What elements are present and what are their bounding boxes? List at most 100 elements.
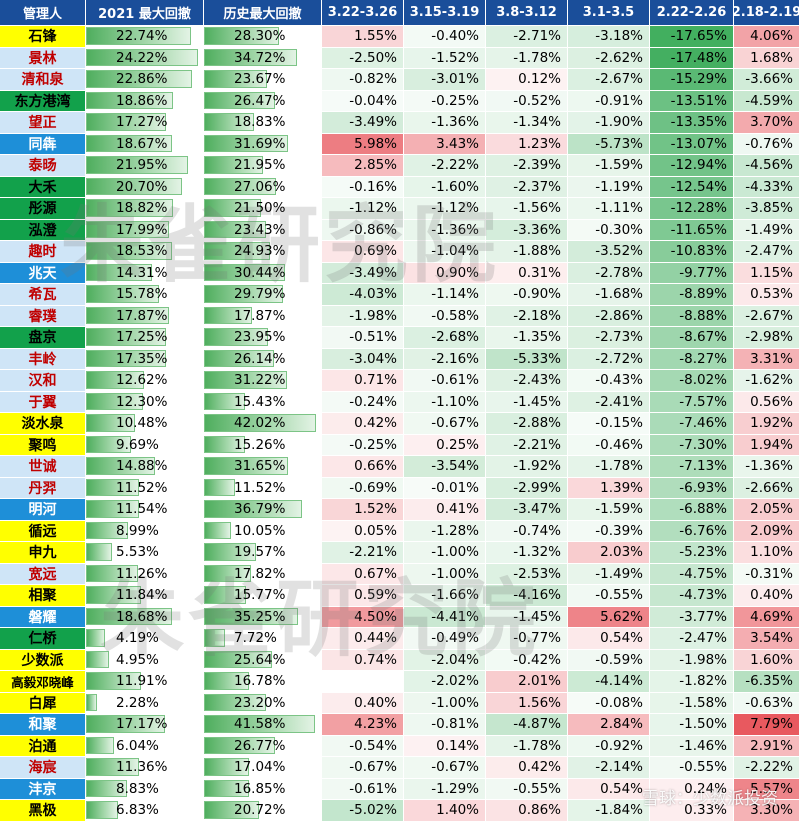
table-row: 世诚 14.88% 31.65% 0.66% -3.54% -1.92% -1.78% -7.… — [0, 456, 800, 478]
drawdown-2021-bar — [86, 500, 139, 518]
weekly-return-cell: -8.88% — [650, 305, 734, 327]
drawdown-2021-cell: 4.19% — [86, 628, 204, 650]
drawdown-2021-cell: 8.83% — [86, 778, 204, 800]
drawdown-2021-value: 5.53% — [116, 544, 159, 561]
weekly-return-cell: -9.77% — [650, 262, 734, 284]
weekly-return-cell: -1.46% — [650, 735, 734, 757]
drawdown-2021-cell: 6.04% — [86, 735, 204, 757]
weekly-return-cell: -2.41% — [568, 391, 650, 413]
weekly-return-cell: -0.92% — [568, 735, 650, 757]
weekly-return-cell: -17.65% — [650, 26, 734, 48]
drawdown-history-cell: 21.95% — [204, 155, 322, 177]
drawdown-history-bar — [204, 521, 231, 539]
weekly-return-cell: -1.88% — [486, 241, 568, 263]
drawdown-history-bar — [204, 113, 254, 131]
drawdown-history-cell: 36.79% — [204, 499, 322, 521]
table-row: 东方港湾 18.86% 26.47% -0.04% -0.25% -0.52% -0.91%… — [0, 90, 800, 112]
table-row: 大禾 20.70% 27.06% -0.16% -1.60% -2.37% -1.19% -1… — [0, 176, 800, 198]
table-row: 丹羿 11.52% 11.52% -0.69% -0.01% -2.99% 1.39% -6.… — [0, 477, 800, 499]
weekly-return-cell: -6.35% — [734, 671, 800, 693]
weekly-return-cell: -1.29% — [404, 778, 486, 800]
manager-name: 淡水泉 — [0, 413, 86, 435]
manager-name: 白犀 — [0, 692, 86, 714]
weekly-return-cell: -0.30% — [568, 219, 650, 241]
drawdown-2021-bar — [86, 715, 165, 733]
weekly-return-cell: -1.32% — [486, 542, 568, 564]
drawdown-2021-bar — [86, 758, 139, 776]
drawdown-history-value: 25.64% — [234, 651, 286, 668]
weekly-return-cell: -13.07% — [650, 133, 734, 155]
weekly-return-cell: 1.23% — [486, 133, 568, 155]
manager-name: 汉和 — [0, 370, 86, 392]
weekly-return-cell: -7.46% — [650, 413, 734, 435]
drawdown-2021-cell: 18.68% — [86, 606, 204, 628]
drawdown-2021-cell: 4.95% — [86, 649, 204, 671]
weekly-return-cell: -7.13% — [650, 456, 734, 478]
drawdown-2021-cell: 24.22% — [86, 47, 204, 69]
drawdown-history-value: 35.25% — [234, 608, 286, 625]
drawdown-history-bar — [204, 199, 261, 217]
weekly-return-cell: 3.54% — [734, 628, 800, 650]
drawdown-history-bar — [204, 435, 245, 453]
manager-name: 石锋 — [0, 26, 86, 48]
manager-name: 少数派 — [0, 649, 86, 671]
weekly-return-cell: -0.67% — [404, 757, 486, 779]
drawdown-history-cell: 20.72% — [204, 800, 322, 822]
weekly-return-cell: -0.55% — [650, 757, 734, 779]
header-row: 管理人 2021 最大回撤 历史最大回撤 3.22-3.26 3.15-3.19 3.8-… — [0, 0, 800, 26]
weekly-return-cell: -0.61% — [404, 370, 486, 392]
weekly-return-cell: -1.66% — [404, 585, 486, 607]
drawdown-history-bar — [204, 736, 275, 754]
table-row: 沣京 8.83% 16.85% -0.61% -1.29% -0.55% 0.54% 0.24… — [0, 778, 800, 800]
drawdown-history-bar — [204, 392, 245, 410]
table-row: 趣时 18.53% 24.93% 0.69% -1.04% -1.88% -3.52% -10… — [0, 241, 800, 263]
weekly-return-cell: 5.98% — [322, 133, 404, 155]
weekly-return-cell: 1.68% — [734, 47, 800, 69]
manager-name: 彤源 — [0, 198, 86, 220]
drawdown-2021-value: 8.83% — [116, 780, 159, 797]
manager-name: 泓澄 — [0, 219, 86, 241]
weekly-return-cell: -12.94% — [650, 155, 734, 177]
drawdown-2021-cell: 18.53% — [86, 241, 204, 263]
drawdown-2021-bar — [86, 736, 114, 754]
weekly-return-cell: -4.75% — [650, 563, 734, 585]
drawdown-2021-value: 6.04% — [116, 737, 159, 754]
weekly-return-cell: -1.45% — [486, 391, 568, 413]
weekly-return-cell: -2.22% — [734, 757, 800, 779]
drawdown-2021-value: 9.69% — [116, 436, 159, 453]
weekly-return-cell: -4.03% — [322, 284, 404, 306]
table-row: 泰旸 21.95% 21.95% 2.85% -2.22% -2.39% -1.59% -12… — [0, 155, 800, 177]
drawdown-history-cell: 26.14% — [204, 348, 322, 370]
weekly-return-cell: 0.42% — [322, 413, 404, 435]
weekly-return-cell: -15.29% — [650, 69, 734, 91]
table-row: 海宸 11.36% 17.04% -0.67% -0.67% 0.42% -2.14% -0.… — [0, 757, 800, 779]
weekly-return-cell: 1.92% — [734, 413, 800, 435]
drawdown-history-bar — [204, 306, 252, 324]
weekly-return-cell: -2.68% — [404, 327, 486, 349]
drawdown-history-cell: 26.77% — [204, 735, 322, 757]
table-row: 景林 24.22% 34.72% -2.50% -1.52% -1.78% -2.62% -1… — [0, 47, 800, 69]
weekly-return-cell: 0.41% — [404, 499, 486, 521]
drawdown-2021-value: 12.30% — [116, 393, 168, 410]
drawdown-2021-bar — [86, 478, 139, 496]
weekly-return-cell: -4.33% — [734, 176, 800, 198]
weekly-return-cell: 0.14% — [404, 735, 486, 757]
header-cell: 2.18-2.19 — [734, 0, 800, 26]
drawdown-history-cell: 29.79% — [204, 284, 322, 306]
weekly-return-cell: 2.84% — [568, 714, 650, 736]
weekly-return-cell: -1.52% — [404, 47, 486, 69]
drawdown-history-cell: 25.64% — [204, 649, 322, 671]
drawdown-history-cell: 27.06% — [204, 176, 322, 198]
weekly-return-cell: -0.24% — [322, 391, 404, 413]
drawdown-2021-value: 11.84% — [116, 587, 168, 604]
drawdown-history-value: 23.20% — [234, 694, 286, 711]
drawdown-2021-bar — [86, 306, 169, 324]
drawdown-2021-bar — [86, 328, 166, 346]
weekly-return-cell: -0.76% — [734, 133, 800, 155]
header-cell: 历史最大回撤 — [204, 0, 322, 26]
drawdown-history-value: 19.57% — [234, 544, 286, 561]
manager-name: 趣时 — [0, 241, 86, 263]
weekly-return-cell: 0.54% — [568, 628, 650, 650]
header-cell: 3.22-3.26 — [322, 0, 404, 26]
drawdown-2021-bar — [86, 113, 166, 131]
